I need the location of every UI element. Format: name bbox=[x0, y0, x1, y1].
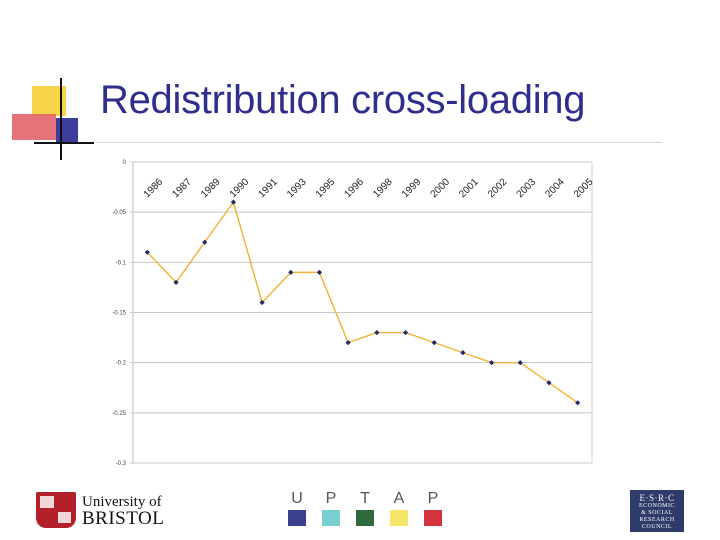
uptap-item: P bbox=[422, 490, 444, 526]
uptap-letter: U bbox=[291, 490, 303, 507]
x-tick-label: 1993 bbox=[285, 176, 309, 200]
x-tick-label: 1998 bbox=[371, 176, 395, 200]
chart-gridlines bbox=[130, 161, 593, 464]
data-point bbox=[288, 269, 294, 275]
x-tick-label: 1999 bbox=[400, 176, 424, 200]
uptap-item: T bbox=[354, 490, 376, 526]
chart-y-ticks: 0 -0.05 -0.1 -0.15 -0.2 -0.25 -0.3 bbox=[112, 160, 126, 467]
y-tick-label: -0.05 bbox=[112, 210, 126, 216]
x-tick-label: 2003 bbox=[515, 176, 539, 200]
uptap-color-box bbox=[390, 510, 408, 526]
slide-title: Redistribution cross-loading bbox=[100, 78, 586, 122]
data-point bbox=[546, 380, 552, 386]
x-tick-label: 1996 bbox=[342, 176, 366, 200]
data-point bbox=[316, 269, 323, 275]
uptap-letter: P bbox=[325, 490, 337, 507]
data-point bbox=[230, 199, 237, 205]
data-point bbox=[402, 329, 409, 336]
uptap-color-box bbox=[288, 510, 306, 526]
uptap-color-box bbox=[424, 510, 442, 526]
title-decoration-vertical-line bbox=[60, 78, 62, 160]
y-tick-label: -0.15 bbox=[112, 311, 126, 317]
data-point bbox=[460, 350, 466, 356]
data-point bbox=[431, 340, 437, 346]
chart-series bbox=[144, 199, 581, 406]
esrc-logo-line: COUNCIL bbox=[641, 524, 673, 530]
data-point bbox=[488, 360, 495, 366]
data-point bbox=[259, 299, 265, 306]
title-decoration-horizontal-line bbox=[34, 142, 94, 144]
x-tick-label: 1991 bbox=[256, 176, 280, 200]
uptap-letter: A bbox=[393, 490, 405, 507]
x-tick-label: 1995 bbox=[314, 176, 338, 200]
esrc-logo-line: RESEARCH bbox=[639, 517, 675, 523]
bristol-logo-line1: University of bbox=[82, 494, 162, 510]
title-decoration-red bbox=[12, 114, 56, 140]
uptap-item: P bbox=[320, 490, 342, 526]
data-point bbox=[202, 239, 208, 245]
uptap-letter: T bbox=[360, 490, 370, 507]
esrc-logo-line: ECONOMIC bbox=[638, 503, 675, 509]
x-tick-label: 2004 bbox=[543, 176, 567, 200]
esrc-logo: E·S·R·C ECONOMIC & SOCIAL RESEARCH COUNC… bbox=[630, 490, 684, 532]
x-tick-label: 1990 bbox=[228, 176, 252, 200]
chart-x-ticks: 1986 1987 1989 1990 1991 1993 1995 1996 1998 1999… bbox=[142, 176, 596, 200]
series-line bbox=[146, 200, 579, 404]
y-tick-label: 0 bbox=[123, 160, 127, 166]
uptap-color-box bbox=[322, 510, 340, 526]
bristol-logo-line2: BRISTOL bbox=[82, 508, 165, 529]
x-tick-label: 1989 bbox=[199, 176, 223, 200]
x-tick-label: 2001 bbox=[457, 176, 481, 200]
x-tick-label: 1986 bbox=[142, 176, 166, 200]
data-point bbox=[575, 400, 581, 406]
data-point bbox=[144, 249, 150, 255]
data-point bbox=[173, 279, 179, 285]
uptap-item: A bbox=[388, 490, 410, 526]
x-tick-label: 2000 bbox=[429, 176, 453, 200]
data-point bbox=[374, 329, 380, 336]
x-tick-label: 2002 bbox=[486, 176, 510, 200]
esrc-logo-top: E·S·R·C bbox=[639, 493, 675, 503]
uptap-letter: P bbox=[427, 490, 439, 507]
y-tick-label: -0.3 bbox=[116, 461, 127, 467]
x-tick-label: 1987 bbox=[170, 176, 194, 200]
esrc-logo-line: & SOCIAL bbox=[641, 510, 673, 516]
uptap-color-box bbox=[356, 510, 374, 526]
bristol-shield-icon bbox=[36, 492, 76, 528]
title-rule bbox=[96, 142, 662, 143]
uptap-item: U bbox=[286, 490, 308, 526]
y-tick-label: -0.25 bbox=[112, 411, 126, 417]
data-point bbox=[345, 340, 351, 346]
y-tick-label: -0.1 bbox=[116, 260, 127, 266]
y-tick-label: -0.2 bbox=[116, 361, 127, 367]
university-of-bristol-logo: University of BRISTOL bbox=[36, 490, 176, 532]
data-point bbox=[517, 360, 523, 366]
